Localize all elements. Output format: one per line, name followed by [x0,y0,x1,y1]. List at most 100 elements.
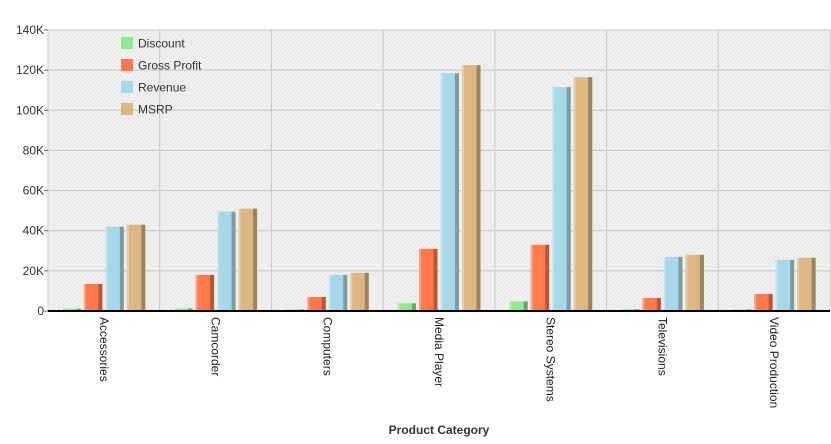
bar-shade [343,274,348,311]
y-tick-label: 80K [23,143,44,157]
y-tick-label: 40K [23,224,44,238]
bar-gross-profit [83,283,103,311]
bar-shade [364,272,369,311]
bar-shade [188,308,193,311]
bar-highlight [126,224,129,311]
bar-discount [174,308,193,311]
bar-shade [699,254,704,311]
bar-highlight [174,308,177,311]
bar-gross-profit [754,293,773,311]
category-label: Televisions [655,317,669,376]
bar-highlight [195,274,198,311]
bar-highlight [462,65,464,311]
bar-revenue [328,274,348,311]
bar-shade [656,297,661,311]
bar-fill [573,77,593,312]
bar-fill [195,274,215,311]
bar-highlight [328,274,331,311]
bar-gross-profit [419,248,438,311]
bars [62,65,816,312]
bar-msrp [685,254,704,311]
bar-highlight [62,308,65,311]
bar-fill [238,208,258,311]
bar-revenue [552,87,571,311]
bar-msrp [238,208,258,311]
bar-msrp [126,224,146,311]
y-tick-label: 120K [16,63,44,77]
bar-msrp [573,77,593,312]
y-tick-label: 20K [23,264,44,278]
bar-shade [253,208,258,311]
bar-discount [509,301,528,311]
bar-highlight [397,303,400,311]
category-label: Computers [320,317,334,376]
bar-highlight [509,301,512,311]
bar-fill [462,65,481,311]
bar-msrp [462,65,481,311]
bar-shade [76,308,81,311]
bar-fill [397,303,416,311]
bar-shade [412,303,416,311]
legend-swatch [121,103,133,115]
bar-highlight [754,293,757,311]
y-tick-label: 60K [23,184,44,198]
category-label: Stereo Systems [544,317,558,402]
bar-highlight [105,226,108,311]
x-axis: Accessories Camcorder Computers Media Playe… [97,317,781,408]
category-label: Video Production [767,317,781,408]
legend: Discount Gross Profit Revenue MSRP [121,37,202,117]
bar-gross-profit [307,296,326,311]
bar-revenue [217,211,236,311]
y-tick-label: 0 [37,304,44,318]
bar-shade [210,274,215,311]
category-label: Media Player [432,317,446,387]
category-label: Camcorder [209,317,223,376]
bar-revenue [105,226,124,311]
bar-discount [397,303,416,311]
bar-shade [455,73,459,312]
bar-fill [62,308,81,311]
bar-highlight [238,208,241,311]
bar-shade [523,301,528,311]
bar-highlight [83,283,86,311]
bar-highlight [350,272,353,311]
bar-highlight [552,87,555,311]
bar-fill [509,301,528,311]
bar-highlight [663,256,666,311]
bar-fill [530,244,550,311]
bar-fill [105,226,124,311]
legend-label: Discount [138,37,185,51]
legend-swatch [121,37,133,49]
bar-shade [588,77,593,312]
bar-msrp [350,272,369,311]
bar-fill [797,257,816,311]
bar-shade [433,248,438,311]
bar-highlight [419,248,421,311]
bar-shade [545,244,550,311]
bar-shade [790,259,795,311]
bar-discount [62,308,81,311]
x-axis-title: Product Category [389,423,490,437]
bar-shade [141,224,146,311]
bar-msrp [797,257,816,311]
category-label: Accessories [97,317,111,382]
bar-gross-profit [530,244,550,311]
bar-shade [119,226,124,311]
bar-shade [321,296,326,311]
bar-fill [663,256,683,311]
bar-shade [768,293,773,311]
bar-fill [217,211,236,311]
bar-fill [174,308,193,311]
legend-swatch [121,81,133,93]
bar-highlight [530,244,533,311]
bar-highlight [573,77,576,312]
bar-fill [419,248,438,311]
bar-fill [775,259,795,311]
bar-shade [566,87,571,311]
bar-revenue [663,256,683,311]
bar-fill [350,272,369,311]
bar-shade [231,211,236,311]
bar-highlight [307,296,310,311]
legend-label: Gross Profit [138,59,202,73]
